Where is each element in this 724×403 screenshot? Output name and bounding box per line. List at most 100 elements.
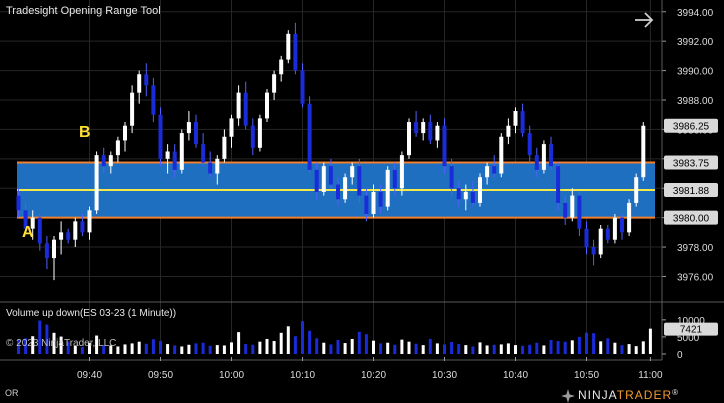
volume-tick-label: 5000: [677, 333, 700, 344]
candle-body: [158, 114, 163, 159]
price-badge-label: 3981.88: [673, 186, 710, 197]
price-tick-label: 3976.00: [677, 272, 714, 283]
price-tick-label: 3978.00: [677, 243, 714, 254]
volume-bar: [173, 345, 177, 354]
volume-bar: [265, 338, 269, 354]
time-tick-label: 10:30: [432, 370, 457, 381]
candle-body: [94, 155, 99, 211]
candle-body: [87, 210, 92, 233]
price-tick-label: 3988.00: [677, 96, 714, 107]
candle-body: [350, 166, 355, 178]
volume-bar: [293, 336, 297, 354]
volume-bar: [336, 339, 340, 354]
candle-body: [59, 232, 64, 240]
volume-bar: [528, 344, 532, 354]
candle-body: [520, 111, 525, 134]
volume-panel-title: Volume up down(ES 03-23 (1 Minute)): [6, 308, 177, 319]
candle-body: [300, 70, 305, 104]
candle-body: [378, 191, 383, 207]
volume-bar: [549, 339, 553, 354]
volume-bar: [130, 343, 134, 354]
candle-body: [541, 144, 546, 170]
candle-body: [442, 125, 447, 167]
volume-bar: [329, 344, 333, 354]
candle-body: [456, 188, 461, 200]
volume-bar: [52, 332, 56, 354]
candle-body: [66, 232, 71, 240]
candle-body: [634, 177, 639, 203]
volume-bar: [485, 345, 489, 354]
volume-bar: [272, 341, 276, 354]
candle-body: [577, 195, 582, 229]
candle-body: [392, 169, 397, 189]
candle-body: [222, 136, 227, 159]
candle-body: [279, 59, 284, 75]
candle-body: [612, 217, 617, 240]
candle-body: [73, 221, 78, 240]
candle-body: [336, 184, 340, 200]
candle-body: [449, 166, 454, 189]
candle-body: [165, 151, 170, 159]
candle-body: [236, 92, 241, 119]
volume-bar: [492, 344, 496, 354]
candle-body: [478, 177, 482, 203]
volume-bar: [66, 341, 70, 354]
candle-body: [265, 92, 269, 119]
volume-badge: [664, 322, 718, 336]
volume-bar: [80, 346, 84, 354]
volume-bar: [478, 342, 482, 354]
volume-bar: [208, 345, 212, 354]
volume-bar: [414, 343, 418, 354]
candle-body: [591, 247, 596, 255]
volume-bar: [24, 338, 28, 354]
candle-body: [407, 122, 411, 156]
volume-bar: [73, 345, 77, 354]
volume-bar: [471, 346, 475, 354]
candle-body: [627, 202, 632, 233]
volume-bar: [308, 330, 312, 354]
candle-body: [151, 85, 156, 115]
candle-body: [272, 74, 277, 93]
volume-bar: [542, 345, 546, 354]
candle-body: [485, 166, 490, 178]
brand-mark: ®: [672, 388, 680, 397]
marker-b: B: [79, 124, 91, 141]
candle-body: [414, 122, 419, 134]
indicator-tab-label[interactable]: OR: [5, 388, 19, 398]
ninja-star-icon: [561, 388, 575, 403]
chart-title: Tradesight Opening Range Tool: [6, 5, 161, 17]
price-axis: 3976.003978.003980.003982.003984.003986.…: [0, 0, 724, 361]
time-axis: 09:40 09:50 10:00 10:10 10:20 10:30 10:40 10:50…: [77, 357, 663, 381]
volume-bar: [38, 320, 42, 354]
volume-bar: [151, 339, 155, 354]
volume-bar: [222, 345, 226, 354]
volume-bar: [137, 341, 141, 354]
candle-body: [513, 111, 518, 126]
volume-bar: [258, 341, 262, 354]
price-tick-label: 3990.00: [677, 67, 714, 78]
volume-bar: [620, 345, 624, 354]
time-tick-label: 09:50: [148, 370, 173, 381]
candle-body: [215, 158, 220, 174]
candle-body: [492, 166, 497, 174]
candle-body: [16, 195, 21, 211]
candle-body: [428, 122, 433, 141]
candle-body: [229, 118, 234, 137]
candle-body: [534, 155, 539, 170]
candle-body: [101, 155, 106, 167]
volume-bar: [535, 342, 539, 354]
candle-body: [201, 144, 206, 163]
candle-body: [620, 217, 624, 233]
volume-tick-label: 0: [677, 350, 683, 361]
time-tick-label: 10:10: [290, 370, 315, 381]
candle-body: [250, 125, 255, 148]
price-badge-label: 3983.75: [673, 159, 710, 170]
candle-body: [357, 166, 362, 196]
volume-bar: [350, 338, 354, 354]
price-badge: [664, 210, 718, 225]
volume-bar: [521, 345, 525, 354]
volume-bar: [400, 339, 404, 354]
volume-bar: [180, 346, 184, 354]
arrow-right-icon[interactable]: [632, 9, 656, 31]
